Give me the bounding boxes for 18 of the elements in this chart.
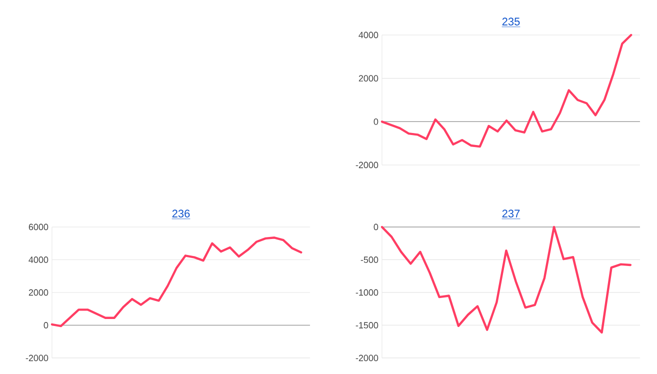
y-tick-label: 2000 xyxy=(358,75,378,82)
y-tick-label: -2000 xyxy=(26,354,48,362)
y-tick-label: -500 xyxy=(360,256,378,263)
line-series xyxy=(380,226,632,334)
y-tick-label: -2000 xyxy=(356,354,378,362)
y-tick-label: 6000 xyxy=(28,224,48,230)
y-tick-label: -1500 xyxy=(356,322,378,328)
y-tick-label: 0 xyxy=(374,224,378,230)
chart-title: 235 xyxy=(502,18,520,26)
chart-title: 236 xyxy=(172,210,190,218)
y-tick-label: 0 xyxy=(374,118,378,125)
chart-title: 237 xyxy=(502,210,520,218)
y-tick-label: -1000 xyxy=(356,289,378,296)
y-tick-label: 0 xyxy=(44,322,48,328)
y-tick-label: 4000 xyxy=(28,256,48,263)
y-tick-label: -2000 xyxy=(356,162,378,168)
y-tick-label: 2000 xyxy=(28,289,48,296)
y-tick-label: 4000 xyxy=(358,32,378,38)
